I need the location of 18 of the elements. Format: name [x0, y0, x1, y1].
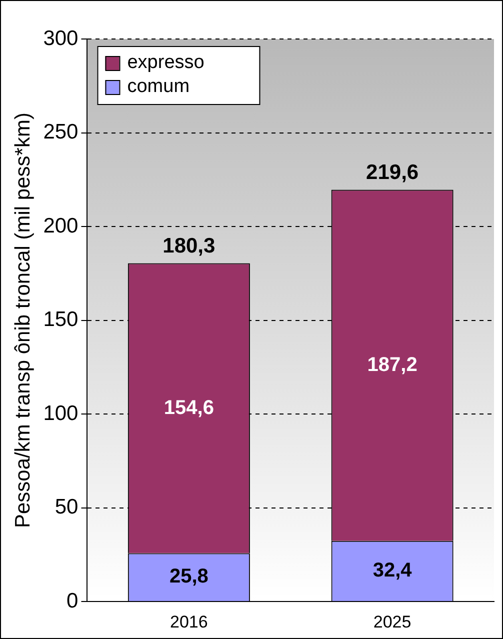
- y-tick-label: 200: [43, 214, 78, 238]
- data-label: 187,2: [367, 354, 418, 376]
- data-label: 154,6: [164, 396, 214, 419]
- x-tick-label: 2025: [373, 612, 412, 632]
- y-tick-label: 0: [66, 589, 78, 612]
- y-tick-label: 50: [54, 496, 78, 519]
- legend-label: expresso: [127, 52, 204, 74]
- total-label: 180,3: [162, 234, 216, 258]
- y-tick-label: 250: [43, 120, 78, 144]
- y-axis-title: Pessoa/km transp ônib troncal (mil pess*km): [11, 112, 34, 528]
- data-label: 32,4: [372, 559, 413, 582]
- y-tick-label: 300: [43, 26, 78, 50]
- total-label: 219,6: [366, 161, 419, 184]
- x-tick-label: 2016: [170, 612, 208, 632]
- y-tick-label: 100: [43, 402, 78, 425]
- y-tick-label: 150: [43, 308, 78, 332]
- data-label: 25,8: [169, 566, 208, 588]
- legend-label: comum: [127, 76, 190, 98]
